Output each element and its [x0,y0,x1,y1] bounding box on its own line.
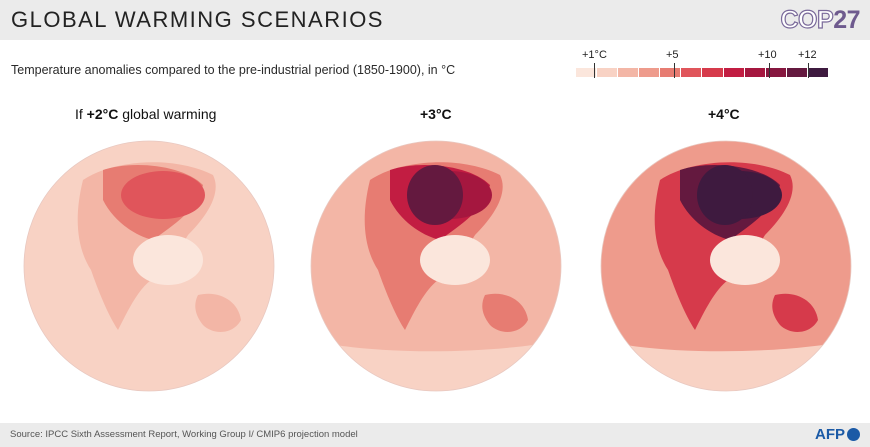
legend-swatch [723,68,744,77]
globe-2c [23,140,275,392]
legend-tick-5: +5 [666,49,679,61]
legend-tick-mark [674,63,675,78]
page-title: GLOBAL WARMING SCENARIOS [11,7,384,32]
legend-tick-mark [594,63,595,78]
land-region [482,293,528,332]
globe-outline [23,140,275,392]
globe-4c [600,140,852,392]
legend-swatch [660,68,681,77]
source-note: Source: IPCC Sixth Assessment Report, Wo… [10,429,358,440]
legend-tick-mark [808,63,809,78]
legend-swatches [576,68,828,77]
panel-label-suffix: global warming [118,106,217,122]
afp-text: AFP [815,426,845,443]
legend-swatch [807,68,828,77]
land-region [772,293,818,332]
globe-outline [600,140,852,392]
header-bar: GLOBAL WARMING SCENARIOS COP27 [0,0,870,40]
legend-tick-12: +12 [798,49,817,61]
logo-cop: COP [780,5,834,34]
legend-swatch [702,68,723,77]
hot-core [121,171,205,219]
panel-label-2c: If +2°C global warming [75,106,216,122]
legend-swatch [786,68,807,77]
panel-label-value: +2°C [86,106,119,122]
legend-swatch [597,68,618,77]
panel-label-4c: +4°C [708,106,740,122]
globe-outline [310,140,562,392]
hot-peak [697,165,753,225]
cop27-logo: COP27 [780,5,861,35]
land-region [195,293,241,332]
legend-tick-mark [769,63,770,78]
cool-region [420,235,490,285]
legend-swatch [639,68,660,77]
legend-swatch [744,68,765,77]
color-legend: +1°C +5 +10 +12 [576,49,828,79]
hot-peak [407,165,463,225]
logo-27: 27 [833,6,860,34]
legend-swatch [576,68,597,77]
cool-region [710,235,780,285]
panel-label-prefix: If [75,106,87,122]
footer-bar: Source: IPCC Sixth Assessment Report, Wo… [0,423,870,447]
cool-region [133,235,203,285]
subtitle: Temperature anomalies compared to the pr… [11,63,456,77]
afp-logo: AFP [815,426,860,443]
panel-label-3c: +3°C [420,106,452,122]
legend-swatch [681,68,702,77]
panel-label-value: +3°C [420,106,452,122]
legend-tick-10: +10 [758,49,777,61]
legend-swatch [765,68,786,77]
legend-tick-1: +1°C [582,49,607,61]
afp-dot-icon [847,428,860,441]
globe-3c [310,140,562,392]
panel-label-value: +4°C [708,106,740,122]
legend-swatch [618,68,639,77]
